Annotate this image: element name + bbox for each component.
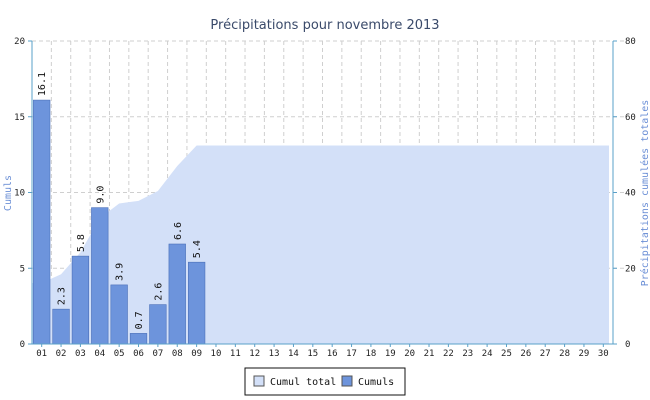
chart-title: Précipitations pour novembre 2013 bbox=[210, 18, 439, 33]
x-tick-label-30: 30 bbox=[598, 349, 609, 359]
x-tick-label-25: 25 bbox=[501, 349, 512, 359]
x-tick-label-12: 12 bbox=[249, 349, 260, 359]
bar-02 bbox=[52, 308, 70, 345]
x-tick-label-07: 07 bbox=[152, 349, 163, 359]
bar-value-label-09: 5.4 bbox=[192, 240, 203, 258]
x-tick-label-21: 21 bbox=[424, 349, 435, 359]
left-axis-label: Cumuls bbox=[3, 175, 14, 211]
x-tick-label-13: 13 bbox=[269, 349, 280, 359]
x-tick-label-05: 05 bbox=[114, 349, 125, 359]
right-tick-label: 20 bbox=[625, 264, 636, 274]
x-tick-label-19: 19 bbox=[385, 349, 396, 359]
x-tick-label-03: 03 bbox=[75, 349, 86, 359]
left-tick-label: 10 bbox=[14, 189, 25, 199]
bar-03 bbox=[71, 255, 90, 345]
bar-08 bbox=[168, 243, 186, 345]
x-tick-label-23: 23 bbox=[462, 349, 473, 359]
x-tick-label-20: 20 bbox=[404, 349, 415, 359]
x-tick-label-18: 18 bbox=[365, 349, 376, 359]
legend-label-cumul-total: Cumul total bbox=[270, 377, 336, 388]
x-tick-label-10: 10 bbox=[211, 349, 222, 359]
x-tick-label-26: 26 bbox=[520, 349, 531, 359]
left-tick-label: 5 bbox=[20, 264, 25, 274]
bar-value-label-03: 5.8 bbox=[76, 234, 87, 252]
x-tick-label-08: 08 bbox=[172, 349, 183, 359]
x-tick-label-15: 15 bbox=[307, 349, 318, 359]
x-tick-label-01: 01 bbox=[36, 349, 47, 359]
x-tick-label-02: 02 bbox=[56, 349, 67, 359]
legend-swatch-cumul-total bbox=[253, 375, 265, 387]
x-tick-label-09: 09 bbox=[191, 349, 202, 359]
legend: Cumul total Cumuls bbox=[244, 367, 406, 396]
legend-box bbox=[244, 367, 406, 396]
right-tick-label: 80 bbox=[625, 37, 636, 47]
bar-01 bbox=[33, 99, 51, 345]
left-tick-label: 15 bbox=[14, 113, 25, 123]
right-axis-label: Précipitations cumulées totales bbox=[639, 100, 650, 287]
legend-swatch-cumuls bbox=[341, 375, 353, 387]
bar-value-label-05: 3.9 bbox=[115, 263, 126, 281]
x-tick-label-29: 29 bbox=[579, 349, 590, 359]
bar-layer: 16.1 2.3 5.8 9.0 3.9 0.7 2.6 6.6 5.4 bbox=[33, 72, 206, 345]
x-tick-label-24: 24 bbox=[482, 349, 493, 359]
bar-06 bbox=[129, 333, 148, 345]
x-tick-label-27: 27 bbox=[540, 349, 551, 359]
bar-value-label-07: 2.6 bbox=[153, 283, 164, 301]
bar-04 bbox=[91, 207, 109, 345]
right-tick-label: 60 bbox=[625, 113, 636, 123]
x-tick-label-22: 22 bbox=[443, 349, 454, 359]
bar-05 bbox=[110, 284, 128, 345]
x-tick-label-16: 16 bbox=[327, 349, 338, 359]
bar-09 bbox=[187, 261, 206, 345]
bar-value-label-01: 16.1 bbox=[37, 72, 48, 96]
left-tick-label: 0 bbox=[20, 340, 25, 350]
bar-value-label-04: 9.0 bbox=[95, 186, 106, 204]
bar-value-label-02: 2.3 bbox=[57, 287, 68, 305]
bar-value-label-06: 0.7 bbox=[134, 311, 145, 329]
bar-value-label-08: 6.6 bbox=[173, 222, 184, 240]
x-tick-label-28: 28 bbox=[559, 349, 570, 359]
left-tick-label: 20 bbox=[14, 37, 25, 47]
right-tick-label: 40 bbox=[625, 189, 636, 199]
x-tick-label-04: 04 bbox=[94, 349, 105, 359]
x-tick-label-17: 17 bbox=[346, 349, 357, 359]
bar-07 bbox=[149, 304, 167, 345]
x-tick-label-11: 11 bbox=[230, 349, 241, 359]
right-tick-label: 0 bbox=[625, 340, 630, 350]
x-tick-label-14: 14 bbox=[288, 349, 299, 359]
x-tick-label-06: 06 bbox=[133, 349, 144, 359]
legend-label-cumuls: Cumuls bbox=[358, 377, 394, 388]
